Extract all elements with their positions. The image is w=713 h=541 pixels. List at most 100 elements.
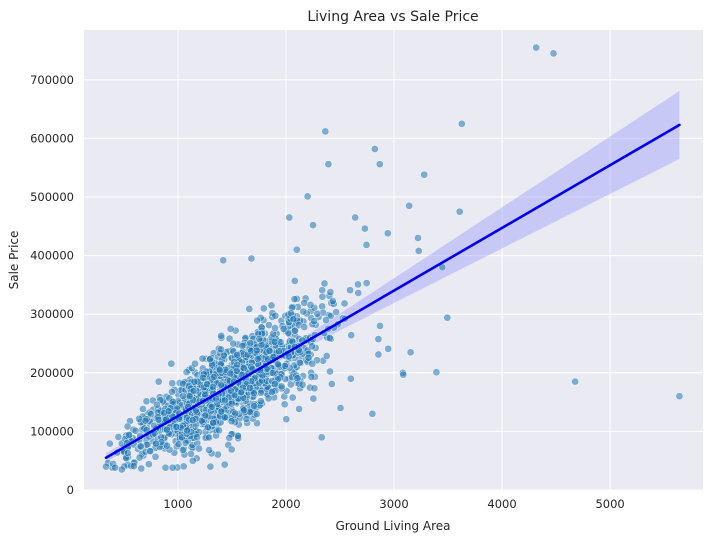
data-point — [246, 384, 254, 392]
data-point — [265, 347, 274, 355]
data-point — [226, 325, 235, 333]
data-point — [282, 415, 291, 424]
data-point — [131, 426, 140, 435]
data-point — [317, 433, 326, 442]
data-point — [268, 369, 277, 377]
data-point — [274, 360, 282, 369]
data-point — [571, 377, 579, 386]
data-point — [234, 431, 242, 440]
data-point — [457, 119, 466, 128]
data-point — [220, 413, 229, 422]
data-point — [280, 400, 289, 409]
data-point — [368, 409, 377, 418]
y-tick-labels: 0 100000 200000 300000 400000 500000 600000 700… — [30, 73, 74, 497]
data-point — [206, 355, 214, 364]
x-tick-label: 2000 — [271, 497, 300, 511]
data-point — [114, 433, 123, 441]
data-point — [125, 431, 133, 439]
data-point — [255, 335, 264, 343]
data-point — [163, 441, 171, 450]
data-point — [141, 416, 150, 425]
data-point — [351, 213, 360, 222]
scatter-points — [102, 43, 684, 474]
data-point — [414, 234, 422, 242]
data-point — [174, 440, 183, 449]
data-point — [179, 446, 187, 455]
data-point — [320, 279, 329, 288]
data-point — [164, 407, 173, 416]
y-tick-label: 500000 — [30, 190, 74, 204]
data-point — [227, 445, 236, 454]
data-point — [168, 379, 177, 388]
data-point — [179, 392, 187, 400]
data-point — [225, 434, 234, 442]
data-point — [245, 305, 254, 313]
data-point — [300, 323, 309, 331]
data-point — [257, 397, 265, 405]
data-point — [183, 426, 192, 435]
data-point — [137, 442, 145, 451]
data-point — [298, 380, 307, 389]
data-point — [290, 295, 299, 303]
data-point — [405, 201, 414, 210]
data-point — [281, 362, 289, 370]
data-point — [375, 160, 384, 169]
x-axis-label: Ground Living Area — [335, 519, 450, 533]
x-tick-label: 5000 — [595, 497, 624, 511]
data-point — [191, 359, 199, 368]
data-point — [182, 368, 191, 376]
data-point — [151, 452, 160, 461]
data-point — [328, 297, 337, 305]
data-point — [247, 254, 256, 263]
data-point — [259, 304, 268, 313]
data-point — [209, 418, 218, 427]
data-point — [152, 439, 160, 448]
data-point — [209, 373, 218, 381]
data-point — [346, 374, 355, 383]
data-point — [308, 342, 316, 351]
data-point — [443, 313, 452, 322]
data-point — [205, 446, 213, 454]
data-point — [193, 433, 201, 442]
data-point — [220, 460, 229, 469]
data-point — [201, 411, 210, 420]
data-point — [318, 286, 327, 295]
data-point — [220, 351, 228, 360]
data-point — [215, 366, 224, 375]
data-point — [285, 213, 294, 222]
data-point — [188, 416, 197, 425]
data-point — [361, 224, 369, 233]
data-point — [370, 145, 379, 153]
data-point — [295, 358, 304, 367]
data-point — [206, 462, 215, 471]
x-tick-labels: 1000 2000 3000 4000 5000 — [163, 497, 624, 511]
data-point — [271, 311, 280, 320]
data-point — [179, 462, 188, 471]
data-point — [135, 453, 144, 462]
data-point — [129, 462, 138, 470]
y-axis-label: Sale Price — [7, 231, 21, 290]
data-point — [420, 170, 429, 179]
data-point — [215, 426, 223, 435]
data-point — [124, 449, 132, 457]
data-point — [189, 387, 198, 395]
data-point — [105, 439, 114, 448]
data-point — [142, 397, 151, 406]
data-point — [146, 447, 155, 455]
data-point — [199, 373, 207, 382]
data-point — [205, 433, 213, 442]
data-point — [137, 464, 146, 473]
data-point — [252, 410, 261, 418]
regression-line-layer — [104, 123, 681, 460]
data-point — [292, 245, 301, 254]
data-point — [253, 316, 262, 325]
data-point — [217, 331, 226, 340]
data-point — [270, 380, 279, 388]
data-point — [276, 338, 285, 347]
data-point — [326, 288, 335, 296]
data-point — [321, 127, 330, 136]
data-point — [231, 409, 240, 418]
data-point — [304, 353, 313, 362]
data-point — [318, 292, 327, 301]
